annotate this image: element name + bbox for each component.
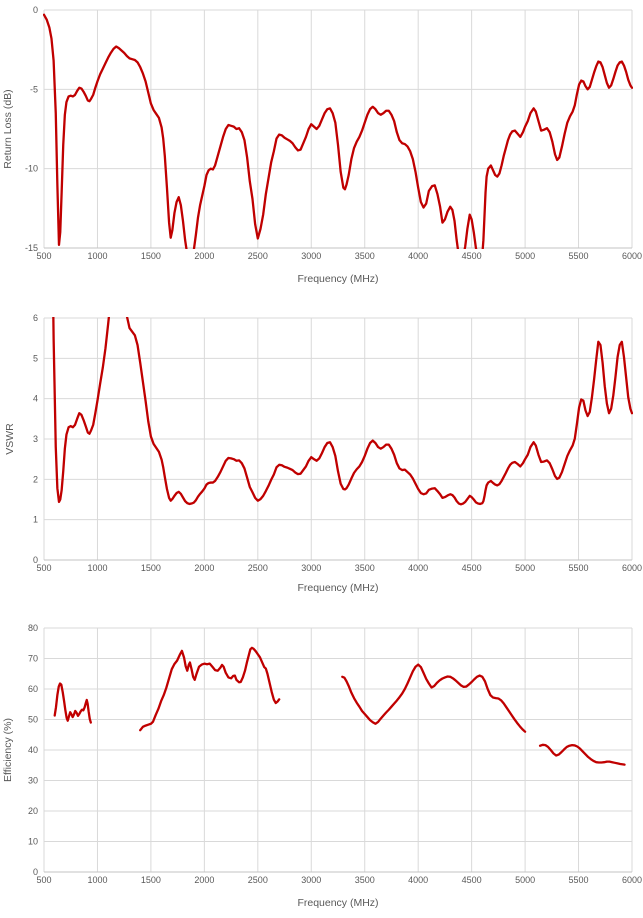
y-tick-label: 6 (33, 313, 38, 323)
x-tick-label: 3500 (355, 251, 375, 261)
x-tick-label: 1000 (87, 563, 107, 573)
efficiency-series-line (538, 743, 626, 766)
y-tick-label: 0 (33, 555, 38, 565)
x-tick-label: 2000 (194, 563, 214, 573)
x-tick-label: 2500 (248, 875, 268, 885)
vswr-gridlines (43, 317, 633, 561)
efficiency-series-line (139, 646, 281, 732)
y-tick-label: 20 (28, 806, 38, 816)
efficiency-y-axis-title: Efficiency (%) (2, 718, 14, 782)
y-tick-label: 50 (28, 715, 38, 725)
x-tick-label: 4000 (408, 251, 428, 261)
y-tick-label: 10 (28, 837, 38, 847)
return-loss-y-axis-tick-labels: 0 -5 -10 -15 (25, 5, 38, 253)
y-tick-label: -15 (25, 243, 38, 253)
y-tick-label: 5 (33, 353, 38, 363)
return-loss-gridlines (43, 9, 633, 249)
x-tick-label: 4500 (462, 875, 482, 885)
x-tick-label: 5000 (515, 875, 535, 885)
return-loss-series-line (43, 13, 633, 249)
x-tick-label: 1000 (87, 251, 107, 261)
x-tick-label: 3500 (355, 563, 375, 573)
y-tick-label: 70 (28, 654, 38, 664)
vswr-series-line (52, 317, 633, 506)
y-tick-label: 3 (33, 434, 38, 444)
vswr-x-axis-tick-labels: 500 1000 1500 2000 2500 3000 3500 4000 4500 5000 5… (36, 563, 642, 573)
y-tick-label: 0 (33, 5, 38, 15)
efficiency-x-axis-tick-labels: 500 1000 1500 2000 2500 3000 3500 4000 4500 5000 5… (36, 875, 642, 885)
x-tick-label: 500 (36, 251, 51, 261)
x-tick-label: 3000 (301, 251, 321, 261)
efficiency-series-line (341, 663, 527, 733)
x-tick-label: 5000 (515, 251, 535, 261)
efficiency-chart: 0 10 20 30 40 50 60 70 80 500 1000 1500 2000 2500 3000… (2, 623, 642, 909)
x-tick-label: 2000 (194, 875, 214, 885)
y-tick-label: 4 (33, 394, 38, 404)
y-tick-label: 60 (28, 684, 38, 694)
x-tick-label: 4000 (408, 563, 428, 573)
x-tick-label: 500 (36, 875, 51, 885)
x-tick-label: 6000 (622, 563, 642, 573)
efficiency-gridlines (43, 627, 633, 873)
x-tick-label: 1500 (141, 563, 161, 573)
efficiency-y-axis-tick-labels: 0 10 20 30 40 50 60 70 80 (28, 623, 38, 877)
vswr-y-axis-tick-labels: 0 1 2 3 4 5 6 (33, 313, 38, 565)
x-tick-label: 5000 (515, 563, 535, 573)
x-tick-label: 3500 (355, 875, 375, 885)
y-tick-label: 0 (33, 867, 38, 877)
y-tick-label: -5 (30, 84, 38, 94)
return-loss-series-group (43, 13, 633, 249)
efficiency-x-axis-title: Frequency (MHz) (297, 897, 378, 909)
y-tick-label: 1 (33, 515, 38, 525)
return-loss-x-axis-title: Frequency (MHz) (297, 273, 378, 285)
vswr-series-group (52, 317, 633, 506)
x-tick-label: 5500 (569, 875, 589, 885)
efficiency-series-group (53, 646, 626, 766)
x-tick-label: 4000 (408, 875, 428, 885)
x-tick-label: 1500 (141, 875, 161, 885)
x-tick-label: 6000 (622, 875, 642, 885)
efficiency-series-line (53, 682, 92, 724)
x-tick-label: 5500 (569, 563, 589, 573)
return-loss-x-axis-tick-labels: 500 1000 1500 2000 2500 3000 3500 4000 4500 5000 5… (36, 251, 642, 261)
y-tick-label: 30 (28, 776, 38, 786)
x-tick-label: 500 (36, 563, 51, 573)
vswr-x-axis-title: Frequency (MHz) (297, 582, 378, 594)
x-tick-label: 5500 (569, 251, 589, 261)
x-tick-label: 2500 (248, 563, 268, 573)
y-tick-label: 2 (33, 474, 38, 484)
vswr-chart: 0 1 2 3 4 5 6 500 1000 1500 2000 2500 3000 3500 4000 45… (4, 313, 642, 594)
x-tick-label: 1000 (87, 875, 107, 885)
x-tick-label: 2000 (194, 251, 214, 261)
x-tick-label: 3000 (301, 875, 321, 885)
y-tick-label: 40 (28, 745, 38, 755)
y-tick-label: 80 (28, 623, 38, 633)
x-tick-label: 1500 (141, 251, 161, 261)
x-tick-label: 3000 (301, 563, 321, 573)
y-tick-label: -10 (25, 164, 38, 174)
x-tick-label: 2500 (248, 251, 268, 261)
return-loss-y-axis-title: Return Loss (dB) (2, 89, 14, 168)
vswr-y-axis-title: VSWR (4, 423, 16, 455)
x-tick-label: 6000 (622, 251, 642, 261)
x-tick-label: 4500 (462, 563, 482, 573)
x-tick-label: 4500 (462, 251, 482, 261)
